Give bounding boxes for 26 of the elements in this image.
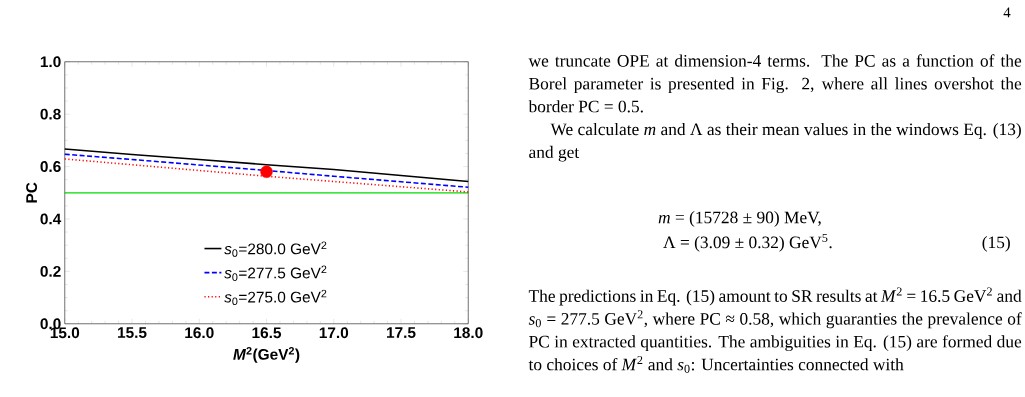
text: (15) bbox=[982, 236, 1010, 253]
legend-label: s$_{0}$=277.5 GeV$^{2}$ bbox=[224, 265, 327, 282]
line-series bbox=[63, 148, 470, 183]
x-tick-label: 16.0 bbox=[185, 327, 214, 339]
x-tick-label: 16.5 bbox=[252, 327, 282, 339]
text: we truncate OPE at dimension-4 terms. The PC as a function of the Borel parameter is presented in Fig. 2, where all lines overshot the border PC = 0.5. bbox=[528, 54, 1022, 113]
x-tick-label: 17.0 bbox=[319, 327, 349, 339]
y-tick-label: 0.0 bbox=[40, 318, 61, 330]
text: m = (15728 ± 90) MeV, bbox=[658, 211, 821, 228]
y-tick-label: 1.0 bbox=[40, 56, 61, 68]
y-tick-label: 0.2 bbox=[40, 266, 61, 278]
x-tick-label: 15.5 bbox=[118, 327, 147, 339]
text: The predictions in Eq. (15) amount to SR results at M$^{2}$ = 16.5 GeV$^{2}$ and s$_{0}$ = 277.5 GeV$^{2}$, where PC ≈ 0.58, which guaranties the prevalence of PC in extracted quantities. The ambiguities in Eq. (15) are formed due to choices of M$^{2}$ and s$_{0}$: Uncertainties connected with bbox=[528, 287, 1022, 374]
x-tick-label: 18.0 bbox=[454, 327, 483, 339]
legend-label: s$_{0}$=275.0 GeV$^{2}$ bbox=[224, 289, 327, 306]
text: 4 bbox=[1003, 7, 1011, 18]
x-tick-label: 15.0 bbox=[50, 327, 80, 339]
text: We calculate m and Λ as their mean values in the windows Eq. (13) and get bbox=[529, 123, 1021, 162]
text: Λ = (3.09 ± 0.32) GeV$^{5}$. bbox=[663, 234, 832, 253]
x-tick-label: 17.5 bbox=[387, 327, 416, 339]
y-axis-title: PC bbox=[26, 182, 38, 203]
legend-label: s$_{0}$=280.0 GeV$^{2}$ bbox=[224, 241, 327, 258]
x-axis-title: M$^{2}$(GeV$^{2}$) bbox=[233, 347, 300, 364]
y-tick-label: 0.8 bbox=[40, 108, 61, 120]
y-tick-label: 0.4 bbox=[40, 213, 62, 225]
y-tick-label: 0.6 bbox=[40, 161, 61, 173]
